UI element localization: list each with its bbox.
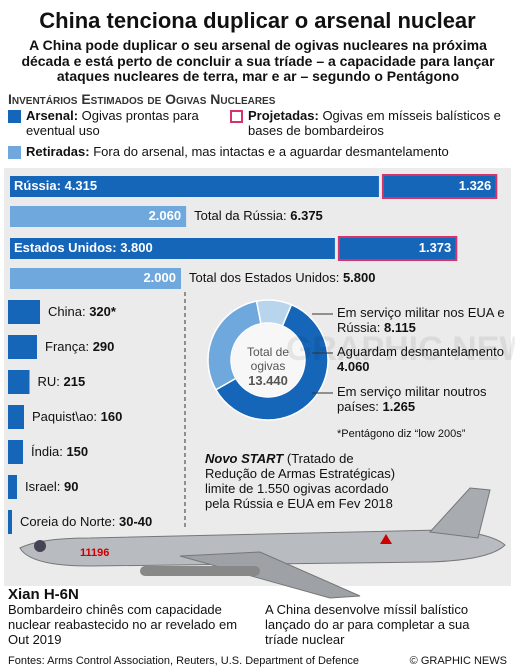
deployed-bar xyxy=(337,236,458,261)
country: Índia: xyxy=(31,444,63,459)
donut-label-value: 4.060 xyxy=(337,358,370,374)
donut-label: Em serviço militar noutros países: 1.265 xyxy=(337,384,512,415)
country-bar xyxy=(8,405,24,429)
total-text: Total da Rússia: xyxy=(194,208,287,223)
legend-swatch xyxy=(230,110,243,123)
country: França: xyxy=(45,339,90,354)
donut-label-value: 1.265 xyxy=(382,398,416,414)
donut-hole xyxy=(232,324,304,396)
country: Coreia do Norte: xyxy=(20,514,116,529)
arsenal-label: Rússia: 4.315 xyxy=(14,178,98,194)
retired-value: 2.060 xyxy=(148,208,182,223)
country-label: China: 320* xyxy=(48,304,116,320)
deployed-bar xyxy=(381,174,498,199)
country: China: xyxy=(48,304,86,319)
total-label: Total dos Estados Unidos: 5.800 xyxy=(189,270,376,286)
legend-text: Ogivas prontas para eventual uso xyxy=(26,108,199,138)
donut-label-value: 8.115 xyxy=(383,319,416,335)
watermark: GRAPHIC NEWS xyxy=(285,330,515,368)
aircraft-name: Xian H-6N xyxy=(8,586,79,603)
new-start-title: Novo START xyxy=(205,451,284,466)
legend-term: Retiradas: xyxy=(26,144,90,159)
donut-label: Em serviço militar nos EUA e Rússia: 8.1… xyxy=(337,305,512,336)
retired-value: 2.000 xyxy=(143,270,176,285)
legend-swatch xyxy=(8,146,21,159)
arsenal-bar xyxy=(10,176,379,197)
total-label: Total da Rússia: 6.375 xyxy=(194,208,323,224)
country-label: Índia: 150 xyxy=(31,444,89,460)
country: Rússia: xyxy=(14,178,61,193)
title: China tenciona duplicar o arsenal nuclea… xyxy=(39,8,476,33)
donut-note: *Pentágono diz “low 200s” xyxy=(337,428,466,440)
legend-term: Projetadas: xyxy=(248,108,319,123)
retired-bar xyxy=(10,206,187,227)
country-value: 290 xyxy=(92,339,115,354)
country-bar xyxy=(8,335,37,359)
legend-text: Ogivas em mísseis balísticos e bases de … xyxy=(248,108,501,138)
legend-entry: Retiradas: Fora do arsenal, mas intactas… xyxy=(26,144,515,160)
aircraft-drawing xyxy=(19,487,506,599)
country-value: 215 xyxy=(63,374,86,389)
country-value: 30-40 xyxy=(119,514,153,529)
credit: © GRAPHIC NEWS xyxy=(409,655,507,667)
arsenal-value: 3.800 xyxy=(120,240,153,255)
country-label: RU: 215 xyxy=(37,374,86,390)
country-bar xyxy=(8,510,12,534)
country-value: 160 xyxy=(100,409,123,424)
country-label: Coreia do Norte: 30-40 xyxy=(20,514,153,530)
deployed-value: 1.326 xyxy=(458,178,492,193)
country-bar xyxy=(8,440,23,464)
legend-term: Arsenal: xyxy=(26,108,79,123)
donut-label-text: Em serviço militar noutros países: xyxy=(337,384,487,414)
arsenal-bar xyxy=(10,238,335,259)
country: Israel: xyxy=(25,479,61,494)
country-bar xyxy=(8,300,40,324)
country-bar xyxy=(8,475,17,499)
country-value: 320* xyxy=(89,304,116,319)
donut-total: 13.440 xyxy=(248,372,288,388)
country-label: França: 290 xyxy=(45,339,115,355)
sources: Fontes: Arms Control Association, Reuter… xyxy=(8,655,359,667)
subtitle: A China pode duplicar o seu arsenal de o… xyxy=(21,37,495,85)
total-value: 5.800 xyxy=(342,270,376,285)
deployed-value: 1.373 xyxy=(418,240,452,255)
country-value: 150 xyxy=(66,444,89,459)
section-title: Inventários Estimados de Ogivas Nucleare… xyxy=(8,91,276,107)
country-label: Paquist\ao: 160 xyxy=(32,409,123,425)
legend-swatch xyxy=(8,110,21,123)
total-text: Total dos Estados Unidos: xyxy=(189,270,340,285)
donut-label-text: Aguardam desmantelamento xyxy=(337,344,504,359)
retired-label: 2.000 xyxy=(10,270,176,286)
legend-entry: Arsenal: Ogivas prontas para eventual us… xyxy=(26,108,216,139)
country-value: 90 xyxy=(64,479,79,494)
aircraft-caption: Bombardeiro chinês com capacidade nuclea… xyxy=(8,602,238,647)
country: Paquist\ao: xyxy=(32,409,98,424)
legend-text: Fora do arsenal, mas intactas e a aguard… xyxy=(93,144,449,159)
country-label: Israel: 90 xyxy=(25,479,79,495)
country: RU: xyxy=(37,374,60,389)
arsenal-label: Estados Unidos: 3.800 xyxy=(14,240,153,256)
country-bar xyxy=(8,370,30,394)
donut-segment xyxy=(255,299,293,327)
donut-label-text: Em serviço militar nos EUA e Rússia: xyxy=(337,305,505,335)
country: Estados Unidos: xyxy=(14,240,117,255)
deployed-label: 1.326 xyxy=(383,178,492,194)
new-start: Novo START (Tratado de Redução de Armas … xyxy=(205,451,405,512)
arsenal-value: 4.315 xyxy=(64,178,98,193)
donut-center-label: Total de ogivas xyxy=(246,345,290,373)
aircraft-serial: 11196 xyxy=(80,547,110,559)
donut-center: Total de ogivas 13.440 xyxy=(228,345,308,389)
donut-label: Aguardam desmantelamento 4.060 xyxy=(337,344,512,375)
missile-caption: A China desenvolve míssil balístico lanç… xyxy=(265,602,470,647)
retired-label: 2.060 xyxy=(10,208,182,224)
retired-bar xyxy=(10,268,181,289)
legend-entry: Projetadas: Ogivas em mísseis balísticos… xyxy=(248,108,515,139)
deployed-label: 1.373 xyxy=(339,240,452,256)
new-start-text: (Tratado de Redução de Armas Estratégica… xyxy=(205,451,396,511)
total-value: 6.375 xyxy=(290,208,323,223)
donut-segment xyxy=(214,303,329,421)
